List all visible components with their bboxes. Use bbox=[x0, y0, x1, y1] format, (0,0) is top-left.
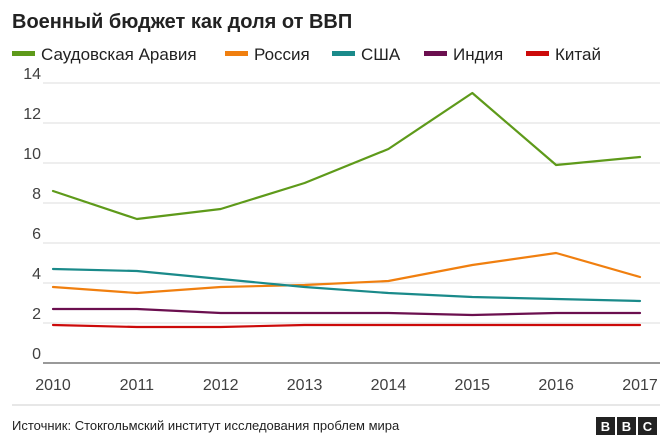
series-line-series-2 bbox=[51, 251, 642, 295]
x-tick-label: 2017 bbox=[622, 377, 658, 394]
source-note: Источник: Стокгольмский институт исследо… bbox=[12, 418, 400, 433]
y-tick-label: 12 bbox=[23, 106, 41, 123]
y-tick-label: 6 bbox=[32, 226, 41, 243]
series-line-series-3 bbox=[51, 267, 642, 303]
legend-label: Россия bbox=[254, 45, 310, 64]
series-line-series-5 bbox=[51, 323, 642, 329]
y-tick-label: 10 bbox=[23, 146, 41, 163]
x-axis-tick-labels: 2010 2011 2012 2013 2014 2015 2016 2017 bbox=[35, 377, 658, 394]
series-line-series-1 bbox=[51, 91, 642, 221]
legend-swatch bbox=[332, 51, 355, 56]
legend-label: Индия bbox=[453, 45, 503, 64]
legend-label: США bbox=[361, 45, 401, 64]
bbc-logo-letter: B bbox=[622, 419, 631, 434]
y-axis-tick-labels: 0 2 4 6 8 10 12 14 bbox=[23, 66, 41, 363]
bbc-logo-letter: B bbox=[601, 419, 610, 434]
x-tick-label: 2010 bbox=[35, 377, 71, 394]
gridlines bbox=[43, 82, 660, 364]
legend-label: Китай bbox=[555, 45, 601, 64]
x-tick-label: 2015 bbox=[454, 377, 490, 394]
y-tick-label: 14 bbox=[23, 66, 41, 83]
legend-swatch bbox=[12, 51, 35, 56]
y-tick-label: 8 bbox=[32, 186, 41, 203]
bbc-logo-block bbox=[638, 417, 657, 435]
chart-title: Военный бюджет как доля от ВВП bbox=[12, 11, 352, 33]
y-tick-label: 2 bbox=[32, 306, 41, 323]
bbc-logo-block bbox=[596, 417, 615, 435]
bbc-logo-block bbox=[617, 417, 636, 435]
x-tick-label: 2016 bbox=[538, 377, 574, 394]
bbc-logo-letter: C bbox=[643, 419, 653, 434]
series-lines bbox=[51, 91, 642, 329]
legend-swatch bbox=[424, 51, 447, 56]
y-tick-label: 4 bbox=[32, 266, 41, 283]
y-tick-label: 0 bbox=[32, 346, 41, 363]
legend-swatch bbox=[225, 51, 248, 56]
x-tick-label: 2012 bbox=[203, 377, 239, 394]
legend-label: Саудовская Аравия bbox=[41, 45, 197, 64]
x-tick-label: 2011 bbox=[120, 377, 155, 394]
series-line-series-4 bbox=[51, 307, 642, 317]
x-tick-label: 2014 bbox=[371, 377, 407, 394]
legend: Саудовская Аравия Россия США Индия Китай bbox=[12, 45, 601, 64]
x-tick-label: 2013 bbox=[287, 377, 323, 394]
legend-swatch bbox=[526, 51, 549, 56]
